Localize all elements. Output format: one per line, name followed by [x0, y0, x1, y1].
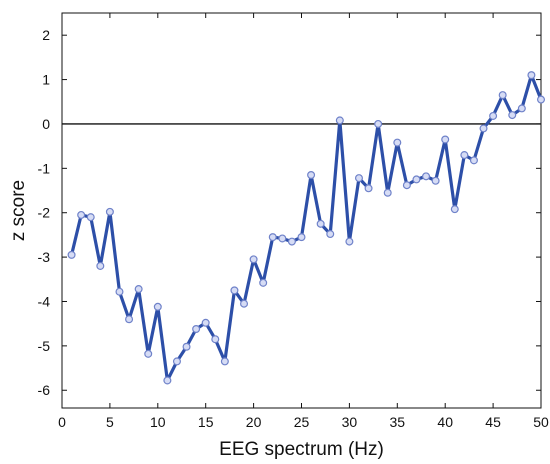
data-point	[67, 250, 76, 259]
y-tick-label: -1	[38, 160, 51, 176]
data-point	[240, 299, 249, 308]
data-point	[412, 175, 421, 184]
data-point	[278, 234, 287, 243]
data-point	[125, 315, 134, 324]
x-tick-label: 0	[58, 414, 66, 430]
x-tick-label: 40	[437, 414, 453, 430]
data-point	[364, 184, 373, 193]
data-point	[489, 111, 498, 120]
data-point	[307, 170, 316, 179]
data-point	[182, 342, 191, 351]
data-point	[393, 138, 402, 147]
data-point	[153, 302, 162, 311]
data-point	[527, 71, 536, 80]
data-point	[335, 116, 344, 125]
x-tick-label: 30	[342, 414, 358, 430]
y-tick-label: -5	[38, 338, 51, 354]
y-tick-label: 2	[42, 27, 50, 43]
x-tick-label: 10	[150, 414, 166, 430]
data-point	[163, 376, 172, 385]
data-point	[383, 188, 392, 197]
data-point	[201, 318, 210, 327]
data-point	[469, 156, 478, 165]
data-point	[422, 172, 431, 181]
data-point	[498, 91, 507, 100]
x-tick-label: 15	[198, 414, 214, 430]
data-point	[105, 207, 114, 216]
x-tick-label: 5	[106, 414, 114, 430]
x-tick-label: 35	[390, 414, 406, 430]
data-point	[517, 104, 526, 113]
data-point	[374, 119, 383, 128]
data-point	[508, 111, 517, 120]
series-line	[69, 73, 543, 383]
data-point	[115, 287, 124, 296]
data-point	[326, 230, 335, 239]
y-tick-label: -4	[38, 293, 51, 309]
data-point	[77, 210, 86, 219]
data-point	[192, 325, 201, 334]
data-point	[220, 357, 229, 366]
x-tick-label: 50	[533, 414, 549, 430]
data-point	[460, 151, 469, 160]
data-point	[431, 176, 440, 185]
y-tick-label: -6	[38, 382, 51, 398]
data-point	[144, 349, 153, 358]
data-point	[450, 205, 459, 214]
data-point	[172, 357, 181, 366]
y-axis-title: z score	[8, 180, 29, 241]
data-point	[316, 219, 325, 228]
data-point	[259, 278, 268, 287]
x-axis-title: EEG spectrum (Hz)	[219, 439, 384, 460]
x-tick-label: 25	[294, 414, 310, 430]
data-point	[441, 135, 450, 144]
x-tick-label: 45	[485, 414, 501, 430]
data-point	[249, 255, 258, 264]
x-tick-label: 20	[246, 414, 262, 430]
data-point	[354, 174, 363, 183]
y-tick-label: 1	[42, 72, 50, 88]
plot-frame	[61, 12, 542, 409]
y-tick-label: -2	[38, 205, 51, 221]
data-point	[479, 124, 488, 133]
data-point	[402, 181, 411, 190]
data-point	[345, 237, 354, 246]
data-point	[211, 335, 220, 344]
data-point	[134, 285, 143, 294]
y-tick-label: 0	[42, 116, 50, 132]
y-tick-label: -3	[38, 249, 51, 265]
data-point	[86, 213, 95, 222]
data-point	[268, 233, 277, 242]
data-point	[287, 237, 296, 246]
data-point	[230, 286, 239, 295]
data-point	[536, 95, 545, 104]
data-point	[96, 261, 105, 270]
data-point	[297, 233, 306, 242]
